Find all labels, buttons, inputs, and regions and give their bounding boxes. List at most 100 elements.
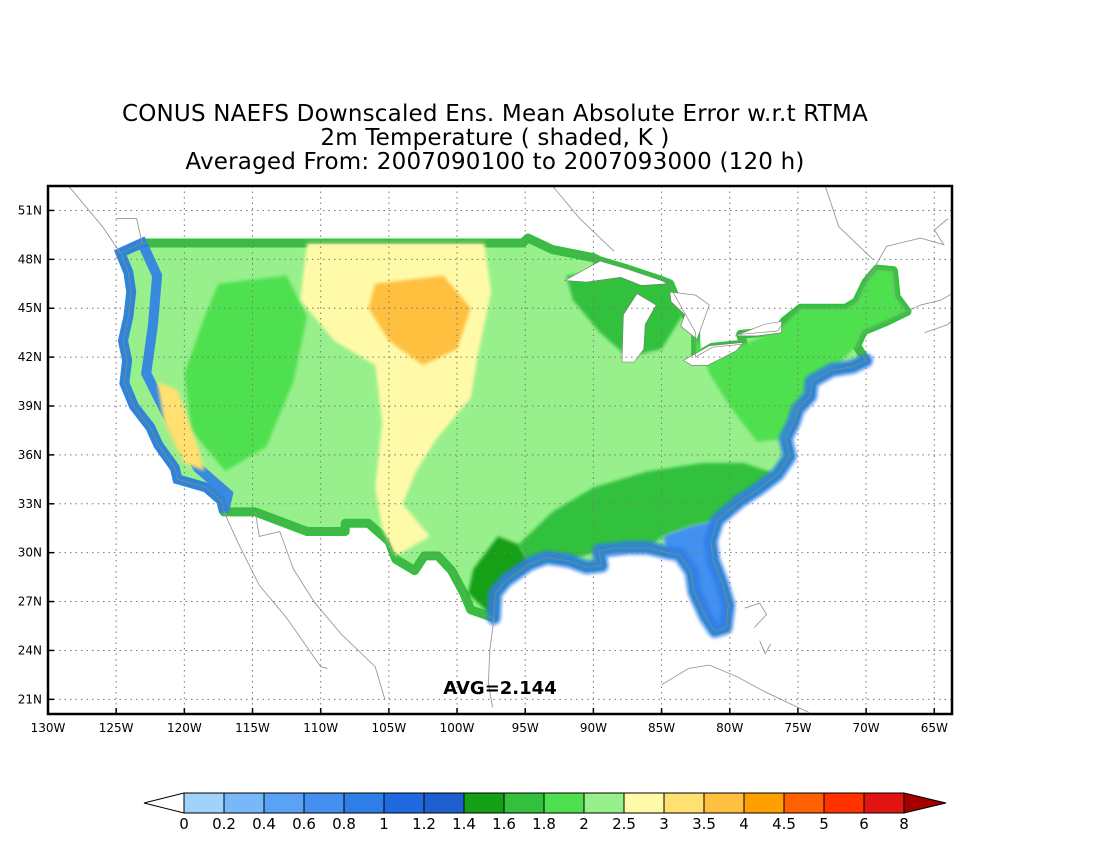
colorbar: 0 0.2 0.4 0.6 0.8 1 1.2 1.4 1.6 1.8 2 2.5 3 3.5 4 4.5 5 6… (143, 792, 947, 833)
lake-3 (682, 342, 745, 366)
central-california-yellow (157, 381, 205, 472)
colorbar-box (743, 792, 785, 814)
lon-tick-label: 110W (303, 721, 338, 735)
colorbar-label: 3.5 (692, 815, 716, 833)
lon-tick-label: 125W (99, 721, 134, 735)
colorbar-box (223, 792, 265, 814)
lat-tick-label: 33N (18, 497, 42, 511)
colorbar-box (543, 792, 585, 814)
map-frame (46, 184, 954, 716)
colorbar-over-arrow (903, 792, 947, 814)
colorbar-label: 1.2 (412, 815, 436, 833)
lake-4 (735, 320, 782, 337)
coastline-3 (865, 218, 949, 283)
colorbar-label: 4.5 (772, 815, 796, 833)
colorbar-box (863, 792, 905, 814)
colorbar-under-arrow (143, 792, 185, 814)
lon-tick-label: 120W (167, 721, 202, 735)
colorbar-box (663, 792, 705, 814)
graticule-gridlines (48, 186, 952, 714)
colorbar-label: 0.6 (292, 815, 316, 833)
texas-coast-green (468, 536, 530, 618)
title-line-1: CONUS NAEFS Downscaled Ens. Mean Absolut… (121, 101, 869, 127)
southeast-green (518, 463, 778, 565)
latitude-axis: 21N 24N 27N 30N 33N 36N 39N 42N 45N 48N 51N (18, 203, 54, 706)
colorbar-box (383, 792, 425, 814)
coastline-9 (759, 640, 772, 655)
title-line-2: 2m Temperature ( shaded, K ) (320, 125, 670, 151)
colorbar-label: 8 (899, 815, 909, 833)
lon-tick-label: 90W (580, 721, 607, 735)
northeast-green (695, 269, 907, 442)
colorbar-box (583, 792, 625, 814)
colorbar-box (303, 792, 345, 814)
coastline-5 (254, 511, 386, 700)
lat-tick-label: 48N (18, 252, 42, 266)
lat-tick-label: 36N (18, 448, 42, 462)
great-lakes-green (566, 267, 682, 358)
lon-tick-label: 130W (31, 721, 66, 735)
title-line-3: Averaged From: 2007090100 to 2007093000 … (185, 149, 805, 175)
lon-tick-label: 70W (853, 721, 880, 735)
coastline-4 (223, 511, 328, 669)
colorbar-label: 1.6 (492, 815, 516, 833)
colorbar-box (343, 792, 385, 814)
lon-tick-label: 95W (512, 721, 539, 735)
title-block: CONUS NAEFS Downscaled Ens. Mean Absolut… (0, 102, 990, 174)
coastline-11 (552, 186, 615, 252)
colorbar-box (703, 792, 745, 814)
avg-label: AVG=2.144 (443, 678, 556, 699)
colorbar-label: 5 (819, 815, 829, 833)
colorbar-label: 1.8 (532, 815, 556, 833)
colorbar-box (623, 792, 665, 814)
colorbar-label: 1 (379, 815, 389, 833)
coastline-0 (67, 186, 121, 254)
lat-tick-label: 27N (18, 595, 42, 609)
colorbar-label: 0 (179, 815, 189, 833)
colorbar-box (423, 792, 465, 814)
colorbar-label: 0.8 (332, 815, 356, 833)
conus-border (119, 237, 908, 632)
colorbar-label: 0.2 (212, 815, 236, 833)
colorbar-box (183, 792, 225, 814)
coastline-8 (744, 602, 768, 628)
lon-tick-label: 85W (648, 721, 675, 735)
lon-tick-label: 65W (921, 721, 948, 735)
rockies-green (184, 275, 308, 472)
longitude-axis: 130W 125W 120W 115W 110W 105W 100W 95W 90W 85W 80W… (31, 708, 948, 735)
lat-tick-label: 51N (18, 203, 42, 217)
colorbar-box (823, 792, 865, 814)
colorbar-label: 6 (859, 815, 869, 833)
lon-tick-label: 75W (784, 721, 811, 735)
colorbar-label: 4 (739, 815, 749, 833)
plains-orange (368, 275, 471, 366)
colorbar-label: 1.4 (452, 815, 476, 833)
colorbar-box (503, 792, 545, 814)
lat-tick-label: 39N (18, 399, 42, 413)
lat-tick-label: 30N (18, 546, 42, 560)
lake-1 (621, 293, 657, 363)
colorbar-label: 2 (579, 815, 589, 833)
lon-tick-label: 100W (440, 721, 475, 735)
lat-tick-label: 24N (18, 643, 42, 657)
colorbar-box (783, 792, 825, 814)
lat-tick-label: 21N (18, 692, 42, 706)
coastline-1 (116, 218, 143, 244)
coastline-10 (824, 186, 874, 260)
coastline-7 (661, 664, 809, 713)
colorbar-label: 2.5 (612, 815, 636, 833)
colorbar-box (263, 792, 305, 814)
lat-tick-label: 42N (18, 350, 42, 364)
colorbar-box (463, 792, 505, 814)
colorbar-label: 3 (659, 815, 669, 833)
lon-tick-label: 80W (716, 721, 743, 735)
colorbar-label: 0.4 (252, 815, 276, 833)
great-lakes (563, 260, 782, 366)
coastline-6 (487, 617, 495, 708)
coastlines (67, 186, 952, 713)
lon-tick-label: 105W (371, 721, 406, 735)
lon-tick-label: 115W (235, 721, 270, 735)
lat-tick-label: 45N (18, 301, 42, 315)
coastline-2 (906, 293, 952, 334)
